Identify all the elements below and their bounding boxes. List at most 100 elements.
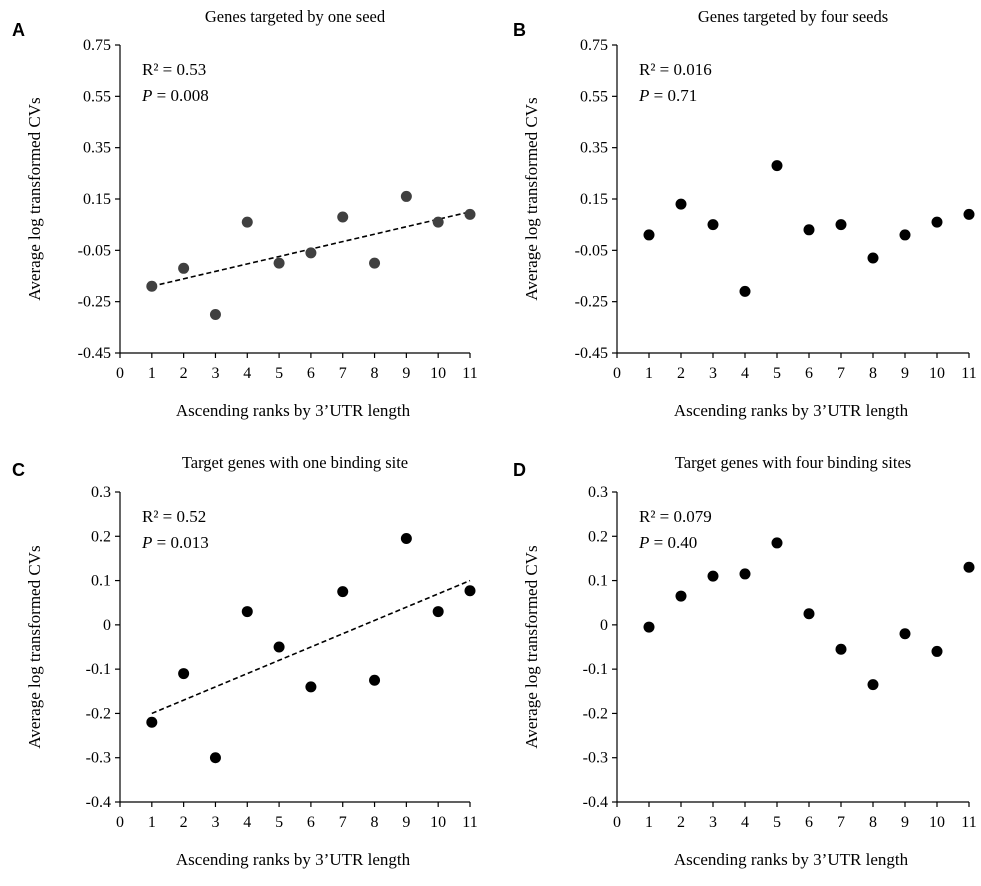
x-tick-label: 4 — [741, 814, 749, 831]
y-tick-label: 0.15 — [83, 191, 111, 208]
x-tick-label: 0 — [116, 365, 124, 382]
y-axis-label: Average log transformed CVs — [522, 97, 541, 300]
r-squared-label: R² = 0.016 — [639, 60, 712, 79]
data-point — [273, 641, 285, 653]
x-tick-label: 0 — [613, 365, 621, 382]
panel-letter: B — [513, 20, 526, 40]
x-tick-label: 5 — [773, 365, 781, 382]
panel-title: Genes targeted by four seeds — [698, 7, 888, 26]
x-tick-label: 2 — [677, 365, 685, 382]
y-tick-label: -0.1 — [86, 661, 111, 678]
x-tick-label: 2 — [180, 365, 188, 382]
r-squared-label: R² = 0.53 — [142, 60, 206, 79]
data-point — [432, 216, 444, 228]
y-tick-label: 0.35 — [83, 140, 111, 157]
y-tick-label: -0.4 — [86, 794, 111, 811]
y-tick-label: 0.3 — [91, 484, 111, 501]
x-tick-label: 10 — [430, 814, 446, 831]
x-tick-label: 3 — [709, 814, 717, 831]
data-point — [146, 716, 158, 728]
x-tick-label: 3 — [211, 365, 219, 382]
x-tick-label: 7 — [339, 814, 347, 831]
panel-b: B Genes targeted by four seeds 0.75 0.55 0.3… — [513, 7, 977, 420]
y-tick-label: -0.2 — [86, 705, 111, 722]
p-value-label: P = 0.008 — [141, 86, 209, 105]
x-tick-label: 9 — [901, 814, 909, 831]
x-tick-label: 1 — [148, 365, 156, 382]
x-tick-label: 5 — [275, 814, 283, 831]
data-point — [178, 668, 190, 680]
x-tick-label: 7 — [339, 365, 347, 382]
y-tick-label: -0.1 — [583, 661, 608, 678]
r-squared-label: R² = 0.52 — [142, 507, 206, 526]
data-point — [739, 285, 751, 297]
y-tick-label: 0.2 — [91, 528, 111, 545]
data-point — [178, 262, 190, 274]
panel-letter: C — [12, 460, 25, 480]
x-tick-label: 11 — [961, 814, 976, 831]
data-point — [400, 533, 412, 544]
p-value-label: P = 0.013 — [141, 533, 209, 552]
data-point — [867, 679, 879, 691]
data-point — [867, 252, 879, 264]
p-symbol: P — [638, 86, 649, 105]
data-point — [337, 211, 349, 223]
x-axis-label: Ascending ranks by 3’UTR length — [176, 850, 411, 869]
y-tick-label: 0.2 — [588, 528, 608, 545]
r-squared-label: R² = 0.079 — [639, 507, 712, 526]
x-tick-label: 0 — [116, 814, 124, 831]
data-point — [675, 198, 687, 210]
y-tick-label: 0.1 — [588, 573, 608, 590]
x-axis-label: Ascending ranks by 3’UTR length — [674, 850, 909, 869]
data-point — [931, 216, 943, 228]
data-point — [369, 257, 381, 269]
data-point — [771, 537, 783, 549]
data-point — [899, 628, 911, 640]
x-tick-label: 9 — [901, 365, 909, 382]
p-value: = 0.013 — [152, 533, 208, 552]
data-point — [899, 229, 911, 241]
p-value-label: P = 0.71 — [638, 86, 697, 105]
x-tick-label: 5 — [275, 365, 283, 382]
x-tick-label: 9 — [402, 365, 410, 382]
y-tick-label: -0.45 — [575, 345, 608, 362]
data-point — [273, 257, 285, 269]
trend-line — [151, 579, 471, 715]
y-axis-label: Average log transformed CVs — [25, 545, 44, 748]
data-point — [707, 570, 719, 582]
y-tick-label: -0.3 — [86, 750, 111, 767]
data-point — [803, 224, 815, 236]
x-tick-label: 4 — [243, 814, 251, 831]
panel-title: Target genes with four binding sites — [675, 453, 911, 472]
x-tick-label: 0 — [613, 814, 621, 831]
data-point — [835, 643, 847, 655]
x-tick-label: 7 — [837, 814, 845, 831]
y-tick-label: 0.75 — [83, 37, 111, 54]
x-tick-label: 6 — [307, 814, 315, 831]
p-value: = 0.71 — [649, 86, 697, 105]
data-point — [209, 309, 221, 320]
y-tick-label: 0.75 — [580, 37, 608, 54]
x-axis-label: Ascending ranks by 3’UTR length — [176, 401, 411, 420]
data-point — [739, 568, 751, 580]
y-tick-label: 0.1 — [91, 573, 111, 590]
data-point — [337, 586, 349, 598]
y-axis-label: Average log transformed CVs — [522, 545, 541, 748]
x-tick-label: 11 — [462, 365, 477, 382]
data-point — [803, 608, 815, 620]
y-tick-label: 0.35 — [580, 140, 608, 157]
panel-title: Genes targeted by one seed — [205, 7, 386, 26]
x-tick-label: 6 — [805, 814, 813, 831]
y-tick-label: -0.05 — [575, 242, 608, 259]
data-point — [675, 590, 687, 602]
y-tick-label: 0.55 — [83, 88, 111, 105]
x-tick-label: 10 — [430, 365, 446, 382]
y-tick-label: -0.25 — [575, 294, 608, 311]
y-tick-label: -0.05 — [78, 242, 111, 259]
x-tick-label: 9 — [402, 814, 410, 831]
y-tick-label: -0.45 — [78, 345, 111, 362]
data-point — [305, 681, 317, 693]
panel-letter: D — [513, 460, 526, 480]
x-tick-label: 4 — [243, 365, 251, 382]
